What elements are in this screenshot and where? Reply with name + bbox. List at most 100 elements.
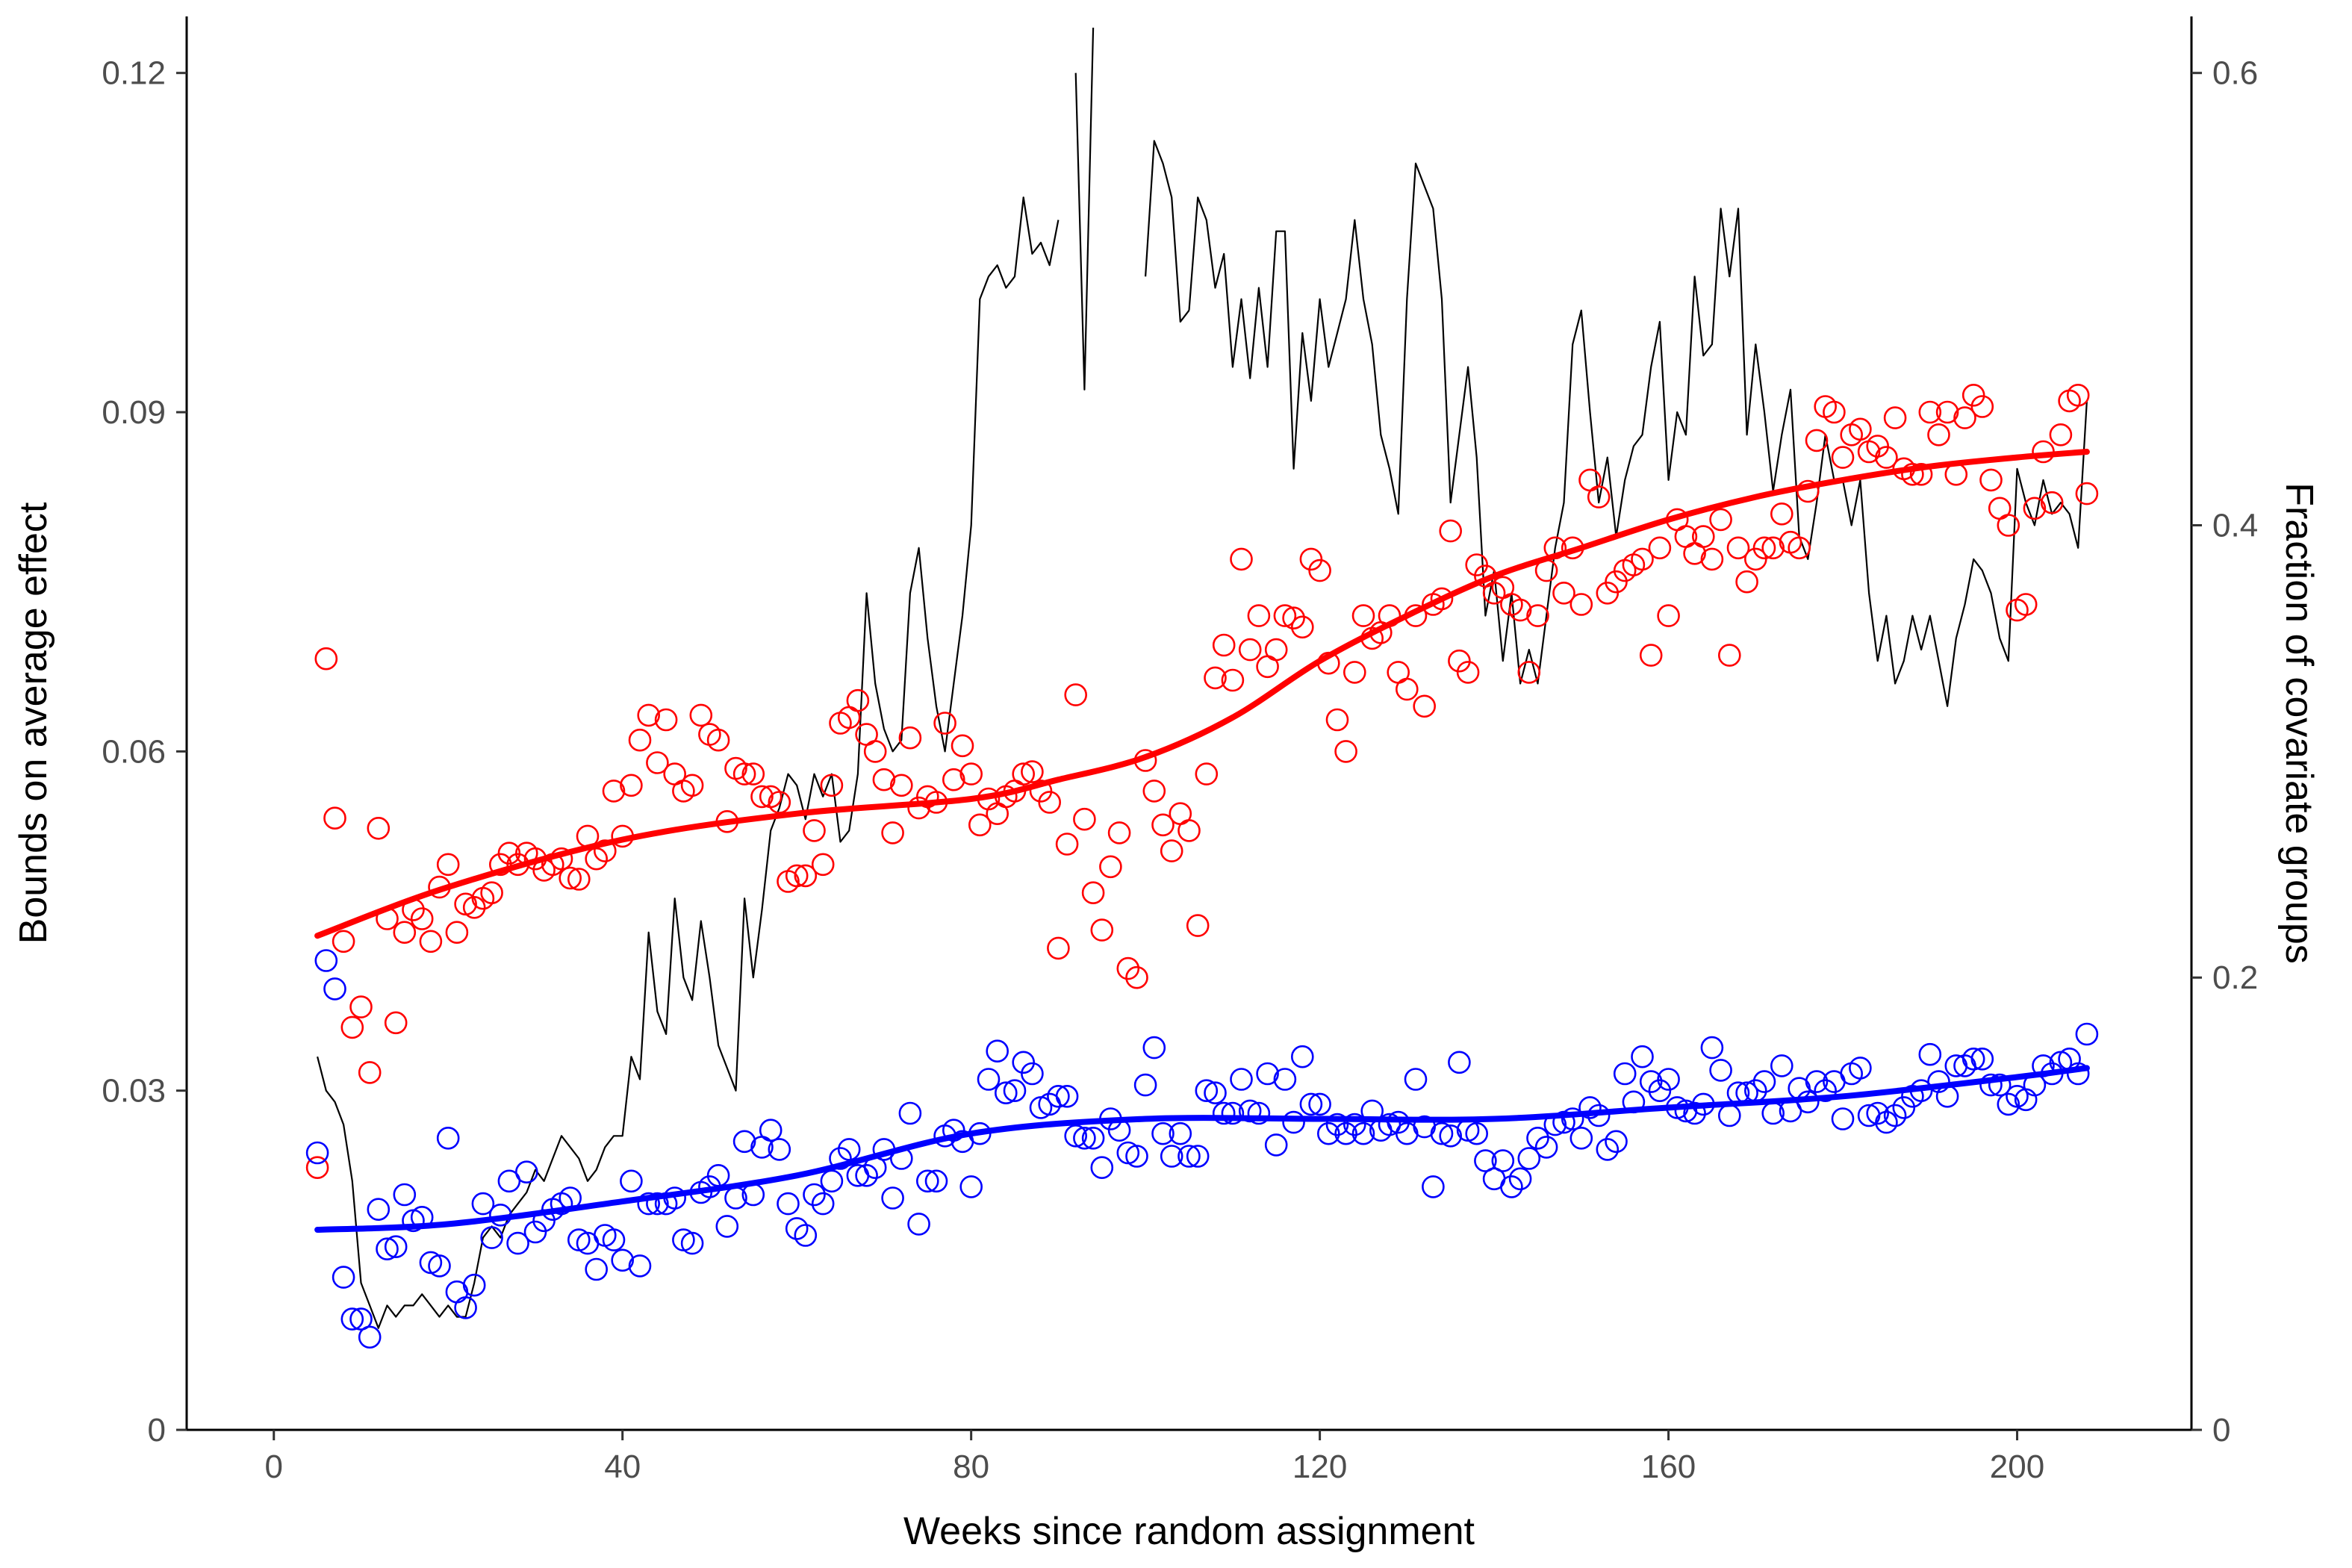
y-tick-label: 0 [148,1412,166,1449]
lower-bound-point [680,1231,704,1255]
plot-marks [305,28,2099,1349]
upper-bound-point [1770,502,1793,526]
upper-bound-point [1195,762,1219,785]
lower-bound-point [523,1220,547,1244]
lower-bound-point [916,1169,939,1193]
upper-bound-point [314,647,338,671]
lower-bound-point [367,1198,391,1221]
upper-bound-smooth-line [314,449,2090,939]
upper-bound-point [1883,406,1907,429]
upper-bound-point [898,726,922,750]
upper-bound-point [305,1156,329,1179]
upper-bound-point [1639,644,1663,667]
lower-bound-point [1448,1051,1471,1074]
y2-tick-label: 0.4 [2212,507,2258,544]
upper-bound-point [445,921,469,944]
lower-bound-point [924,1169,948,1193]
lower-bound-point [1334,1121,1357,1145]
lower-bound-point [332,1266,355,1289]
lower-bound-point [1142,1036,1166,1060]
lower-bound-point [428,1254,451,1278]
lower-bound-point [1195,1079,1219,1102]
lower-bound-point [323,977,346,1001]
upper-bound-point [1247,604,1271,627]
upper-bound-point [732,762,756,785]
upper-bound-point [1752,536,1776,560]
lower-bound-point [349,1307,373,1331]
x-tick-label: 40 [604,1449,641,1485]
x-tick-label: 80 [953,1449,989,1485]
lower-bound-point [907,1213,930,1236]
upper-bound-point [393,921,417,944]
upper-bound-point [1700,547,1724,571]
upper-bound-point [1351,604,1375,627]
y-tick-label: 0.06 [102,733,166,770]
x-tick-label: 200 [1990,1449,2044,1485]
upper-bound-point [1726,536,1750,560]
upper-bound-point [794,864,818,888]
upper-bound-point [1264,638,1288,662]
lower-bound-point [1700,1036,1724,1060]
lower-bound-point [803,1183,826,1207]
upper-bound-point [2066,383,2090,407]
lower-bound-point [1596,1138,1620,1161]
lower-bound-point [585,1257,609,1281]
lower-bound-point [1047,1085,1070,1108]
fraction-line-segment-0 [317,196,1060,1329]
lower-bound-point [1875,1110,1898,1134]
upper-bound-point [1805,429,1829,452]
lower-bound-point [811,1192,835,1216]
lower-bound-point [1256,1062,1279,1086]
upper-bound-point [349,995,373,1018]
lower-bound-point [1770,1054,1793,1077]
lower-bound-point [2066,1062,2090,1086]
upper-bound-point [872,768,896,791]
upper-bound-point [942,768,965,791]
upper-bound-point [462,896,486,919]
upper-bound-point [384,1011,408,1035]
lower-bound-point [1264,1133,1288,1157]
lower-bound-point [1212,1101,1236,1125]
upper-bound-point [803,819,826,842]
upper-bound-point [1517,661,1541,684]
axes: 0 40 80 120 160 200 0 0.03 0.06 0.09 0.12 0 0.2 0.4 0.… [102,16,2258,1485]
upper-bound-point [811,853,835,877]
upper-bound-point [1875,446,1898,469]
y-tick-label: 0.12 [102,55,166,92]
upper-bound-point [1997,514,2020,537]
lower-bound-point [829,1147,852,1170]
lower-bound-point [837,1138,861,1161]
y2-axis-title: Fraction of covariate groups [2277,482,2321,964]
lower-bound-point [1961,1048,1985,1071]
upper-bound-point [1456,661,1480,684]
lower-bound-point [314,949,338,972]
upper-bound-point [1116,956,1140,980]
lower-bound-point [1247,1101,1271,1125]
lower-bound-point [480,1226,503,1249]
upper-bound-point [628,728,652,752]
upper-bound-point [1761,536,1785,560]
upper-bound-point [1299,547,1323,571]
upper-bound-point [2049,423,2073,447]
upper-bound-point [654,708,678,732]
lower-bound-point [1526,1127,1549,1150]
upper-bound-point [1788,536,1811,560]
lower-bound-point [1534,1136,1558,1159]
fraction-line-segment-3 [1188,162,2088,707]
upper-bound-point [2040,491,2064,514]
lower-bound-point [1003,1079,1027,1102]
upper-bound-point [1325,708,1349,732]
y2-tick-label: 0 [2212,1412,2230,1449]
upper-bound-point [907,796,930,820]
upper-bound-point [602,780,626,803]
upper-bound-point [1909,462,1933,486]
lower-bound-point [1997,1092,2020,1116]
upper-bound-point [1055,833,1079,856]
upper-bound-point [1657,604,1680,627]
upper-bound-point [559,866,582,890]
lower-bound-point [785,1217,809,1240]
lower-bound-point [794,1224,818,1247]
upper-bound-point [741,762,765,785]
lower-bound-point [1491,1149,1515,1172]
upper-bound-point [863,740,887,763]
